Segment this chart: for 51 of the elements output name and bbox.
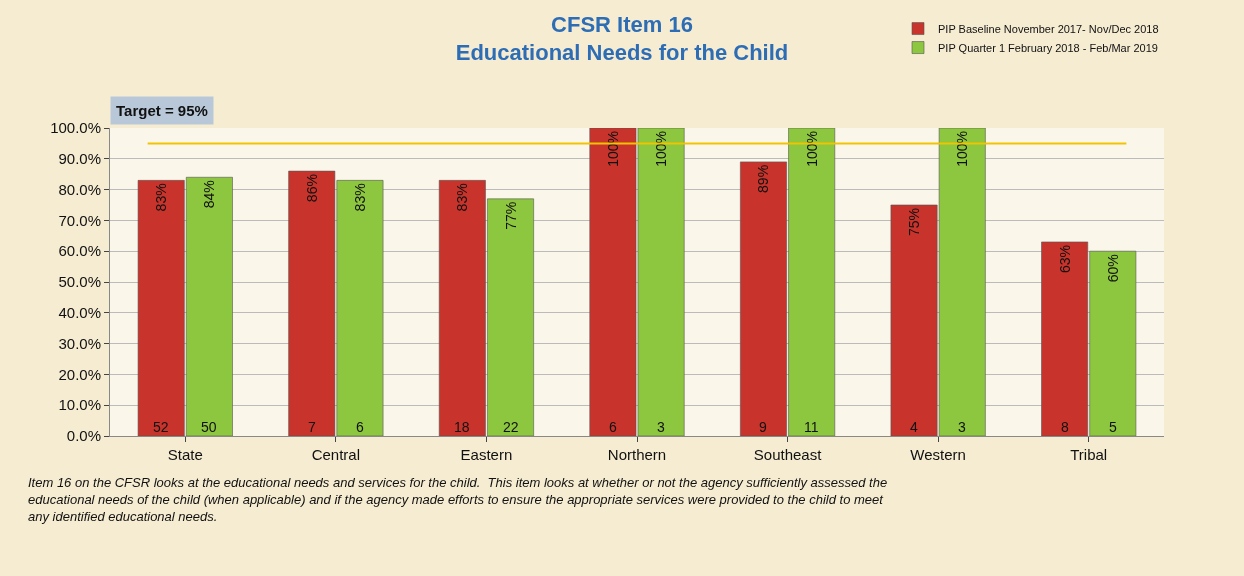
data-label: 83% bbox=[351, 183, 368, 212]
chart-title: CFSR Item 16 Educational Needs for the Child bbox=[455, 11, 789, 66]
y-tick-label: 60.0% bbox=[58, 242, 101, 260]
data-label: 75% bbox=[906, 208, 923, 237]
y-tick-label: 80.0% bbox=[58, 180, 101, 198]
annotation: 18 bbox=[454, 419, 470, 435]
data-label: 77% bbox=[502, 201, 519, 230]
y-tick-label: 20.0% bbox=[58, 365, 101, 383]
data-label: 89% bbox=[755, 164, 772, 193]
x-tick-label: Northern bbox=[607, 446, 667, 463]
data-label: 100% bbox=[653, 131, 670, 167]
x-tick-label: Central bbox=[311, 446, 361, 463]
annotation: 22 bbox=[503, 419, 519, 435]
data-label: 100% bbox=[954, 131, 971, 167]
data-label: 83% bbox=[454, 183, 471, 212]
y-tick-label: 90.0% bbox=[58, 150, 101, 168]
data-label: 100% bbox=[604, 131, 621, 167]
annotation: 6 bbox=[609, 419, 617, 435]
text: Item 16 on the CFSR looks at the educational needs and services for the child. This item looks at whether or not the agency sufficiently assessed the educational needs of the child (when applicable) and if the agency made efforts to ensure the appropriate services were provided to the child to meet any identified educational needs. bbox=[28, 475, 888, 524]
annotation: 8 bbox=[1061, 419, 1069, 435]
data-label: 83% bbox=[153, 183, 170, 212]
data-label: 100% bbox=[803, 131, 820, 167]
annotation: 11 bbox=[804, 419, 819, 435]
annotation: 52 bbox=[153, 419, 169, 435]
y-tick-label: 100.0% bbox=[50, 119, 101, 137]
annotation: 50 bbox=[201, 419, 217, 435]
annotation: 5 bbox=[1109, 419, 1117, 435]
annotation: 9 bbox=[759, 419, 767, 435]
annotation: 3 bbox=[657, 419, 665, 435]
x-tick-label: State bbox=[167, 446, 203, 463]
y-tick-label: 40.0% bbox=[58, 304, 101, 322]
x-tick-label: Tribal bbox=[1070, 446, 1108, 463]
x-tick-label: Southeast bbox=[753, 446, 823, 463]
y-tick-label: 10.0% bbox=[58, 396, 101, 414]
annotation: 3 bbox=[958, 419, 966, 435]
ref-line-label: Target = 95% bbox=[116, 102, 208, 119]
x-tick-label: Western bbox=[910, 446, 966, 463]
annotation: 6 bbox=[356, 419, 364, 435]
y-tick-label: 70.0% bbox=[58, 211, 101, 229]
data-label: 63% bbox=[1056, 244, 1073, 273]
y-tick-label: 30.0% bbox=[58, 334, 101, 352]
data-label: 60% bbox=[1104, 254, 1121, 283]
data-label: 84% bbox=[201, 180, 218, 209]
x-tick-label: Eastern bbox=[460, 446, 513, 463]
y-tick-label: 0.0% bbox=[66, 427, 101, 445]
data-label: 86% bbox=[303, 174, 320, 203]
annotation: 4 bbox=[910, 419, 918, 435]
legend-label: PIP Baseline November 2017- Nov/Dec 2018 bbox=[938, 22, 1159, 35]
annotation: 7 bbox=[308, 419, 316, 435]
legend-label: PIP Quarter 1 February 2018 - Feb/Mar 2019 bbox=[938, 41, 1158, 54]
y-tick-label: 50.0% bbox=[58, 273, 101, 291]
